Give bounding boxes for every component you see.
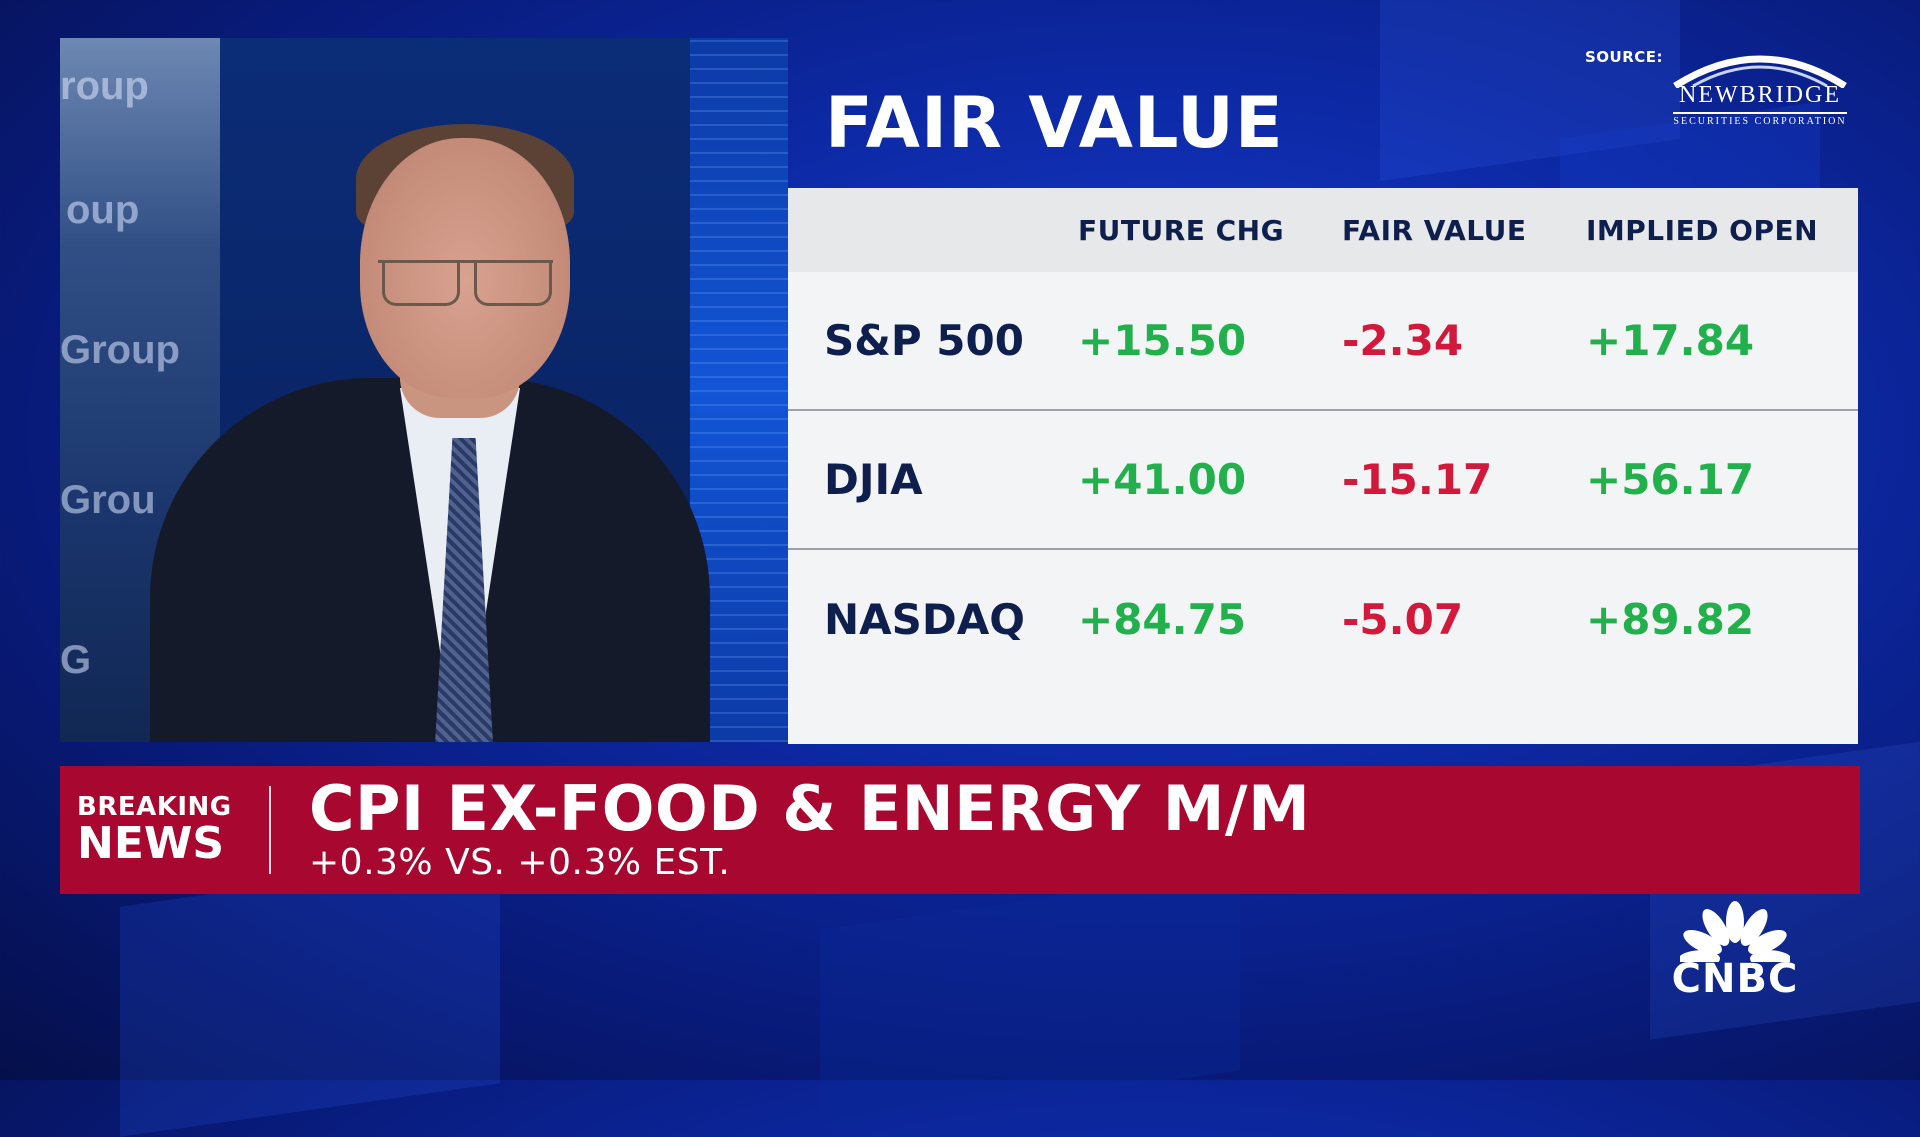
table-row: DJIA +41.00 -15.17 +56.17 bbox=[788, 411, 1858, 550]
index-name: NASDAQ bbox=[824, 595, 1025, 644]
table-header: FUTURE CHG FAIR VALUE IMPLIED OPEN bbox=[788, 188, 1858, 272]
column-header-implied-open: IMPLIED OPEN bbox=[1586, 213, 1819, 247]
studio-screen bbox=[690, 38, 788, 742]
implied-open-value: +89.82 bbox=[1586, 595, 1755, 644]
implied-open-value: +56.17 bbox=[1586, 455, 1755, 504]
newbridge-logo-subtitle: SECURITIES CORPORATION bbox=[1673, 112, 1847, 127]
studio-wall-text: Group bbox=[60, 328, 180, 372]
bridge-arch-icon bbox=[1673, 55, 1847, 88]
anchor-glasses bbox=[378, 260, 553, 307]
column-header-fair-value: FAIR VALUE bbox=[1342, 213, 1527, 247]
index-name: S&P 500 bbox=[824, 316, 1024, 365]
future-chg-value: +41.00 bbox=[1078, 455, 1247, 504]
column-header-future-chg: FUTURE CHG bbox=[1078, 213, 1285, 247]
newbridge-logo-name: NEWBRIDGE bbox=[1679, 82, 1841, 108]
banner-subline: +0.3% VS. +0.3% EST. bbox=[309, 841, 731, 883]
anchor-video-pane: roup oup Group Grou G bbox=[60, 38, 788, 742]
table-row: S&P 500 +15.50 -2.34 +17.84 bbox=[788, 272, 1858, 411]
newbridge-logo: NEWBRIDGE SECURITIES CORPORATION bbox=[1660, 42, 1860, 136]
breaking-news-banner: BREAKING NEWS CPI EX-FOOD & ENERGY M/M +… bbox=[60, 766, 1860, 894]
banner-divider bbox=[269, 786, 271, 874]
graphic-title: FAIR VALUE bbox=[825, 82, 1284, 164]
banner-body: CPI EX-FOOD & ENERGY M/M +0.3% VS. +0.3%… bbox=[309, 776, 1310, 884]
background-tile bbox=[820, 870, 1240, 1130]
studio-wall-text: G bbox=[60, 638, 92, 682]
studio-wall-text: Grou bbox=[60, 478, 156, 522]
fair-value-table: FUTURE CHG FAIR VALUE IMPLIED OPEN S&P 5… bbox=[788, 188, 1858, 744]
banner-headline: CPI EX-FOOD & ENERGY M/M bbox=[309, 771, 1311, 845]
breaking-news-tag-line2: NEWS bbox=[77, 818, 225, 869]
studio-wall-text: roup bbox=[60, 64, 149, 108]
cnbc-logo-text: CNBC bbox=[1671, 956, 1799, 1002]
breaking-news-tag: BREAKING NEWS bbox=[60, 794, 257, 866]
fair-value-value: -2.34 bbox=[1342, 316, 1464, 365]
breaking-news-tag-line1: BREAKING bbox=[77, 792, 232, 822]
implied-open-value: +17.84 bbox=[1586, 316, 1755, 365]
peacock-icon bbox=[1680, 901, 1790, 962]
future-chg-value: +84.75 bbox=[1078, 595, 1247, 644]
source-label: SOURCE: bbox=[1585, 48, 1664, 66]
fair-value-value: -15.17 bbox=[1342, 455, 1493, 504]
fair-value-value: -5.07 bbox=[1342, 595, 1464, 644]
index-name: DJIA bbox=[824, 455, 923, 504]
studio-wall-text: oup bbox=[66, 188, 140, 232]
future-chg-value: +15.50 bbox=[1078, 316, 1247, 365]
table-row: NASDAQ +84.75 -5.07 +89.82 bbox=[788, 550, 1858, 689]
cnbc-logo: CNBC bbox=[1660, 900, 1810, 1002]
background-tile bbox=[120, 853, 500, 1137]
